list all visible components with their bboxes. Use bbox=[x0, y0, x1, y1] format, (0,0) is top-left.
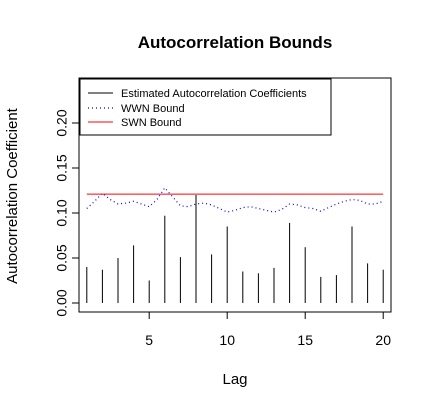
x-axis-label: Lag bbox=[222, 371, 247, 388]
y-tick-label: 0.10 bbox=[54, 199, 70, 226]
y-tick-label: 0.15 bbox=[54, 154, 70, 181]
wwn-bound-line bbox=[86, 186, 384, 213]
legend-label-swn: SWN Bound bbox=[121, 117, 182, 129]
legend-box bbox=[79, 78, 332, 136]
chart-title: Autocorrelation Bounds bbox=[138, 33, 333, 52]
legend-label-wwn: WWN Bound bbox=[121, 103, 185, 115]
x-tick-label: 5 bbox=[145, 332, 153, 348]
x-tick-label: 10 bbox=[219, 332, 235, 348]
y-tick-label: 0.05 bbox=[54, 244, 70, 271]
legend-label-estimated: Estimated Autocorrelation Coefficients bbox=[121, 88, 307, 100]
x-tick-label: 15 bbox=[297, 332, 313, 348]
y-tick-label: 0.00 bbox=[54, 289, 70, 316]
y-axis-label: Autocorrelation Coefficient bbox=[4, 107, 21, 283]
y-tick-label: 0.20 bbox=[54, 109, 70, 136]
chart-marks bbox=[86, 186, 384, 303]
x-axis: 5 10 15 20 bbox=[145, 311, 391, 348]
x-tick-label: 20 bbox=[375, 332, 391, 348]
legend: Estimated Autocorrelation Coefficients W… bbox=[79, 78, 332, 136]
y-axis: 0.00 0.05 0.10 0.15 0.20 bbox=[54, 109, 80, 317]
